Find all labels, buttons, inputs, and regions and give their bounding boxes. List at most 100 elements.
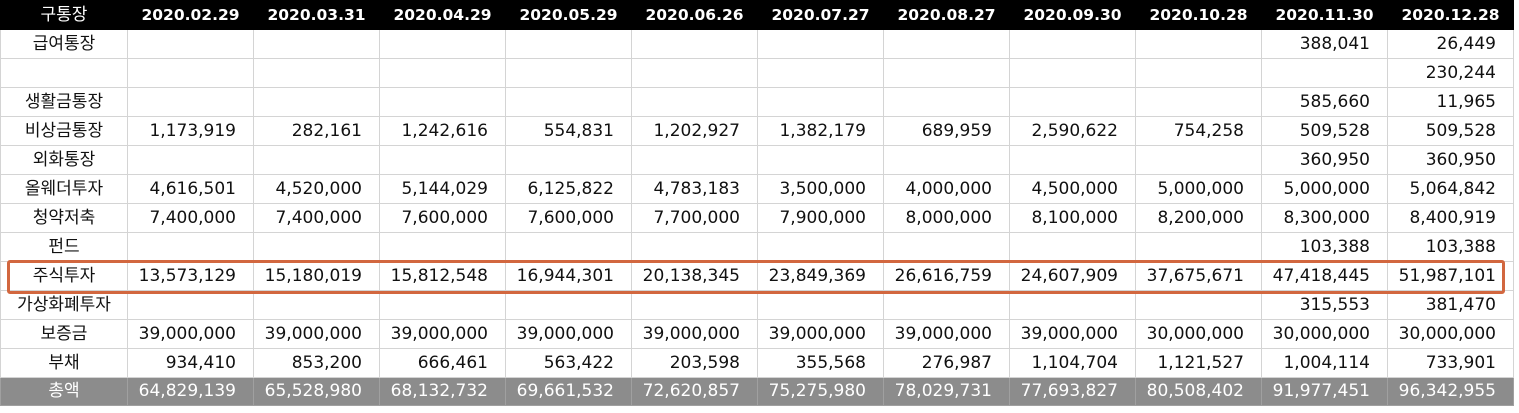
value-cell[interactable]: 72,620,857 <box>631 377 758 406</box>
value-cell[interactable]: 5,144,029 <box>379 174 506 204</box>
value-cell[interactable]: 4,520,000 <box>253 174 380 204</box>
value-cell[interactable] <box>1135 290 1262 320</box>
value-cell[interactable] <box>379 29 506 59</box>
value-cell[interactable]: 1,121,527 <box>1135 348 1262 378</box>
value-cell[interactable] <box>253 58 380 88</box>
value-cell[interactable]: 563,422 <box>505 348 632 378</box>
value-cell[interactable]: 39,000,000 <box>1009 319 1136 349</box>
value-cell[interactable] <box>757 290 884 320</box>
row-label-cell[interactable]: 청약저축 <box>0 203 128 233</box>
value-cell[interactable]: 4,783,183 <box>631 174 758 204</box>
value-cell[interactable]: 554,831 <box>505 116 632 146</box>
header-date-cell[interactable]: 2020.12.28 <box>1387 0 1514 30</box>
value-cell[interactable]: 23,849,369 <box>757 261 884 291</box>
value-cell[interactable]: 689,959 <box>883 116 1010 146</box>
value-cell[interactable]: 39,000,000 <box>757 319 884 349</box>
value-cell[interactable] <box>1009 232 1136 262</box>
value-cell[interactable]: 16,944,301 <box>505 261 632 291</box>
value-cell[interactable] <box>253 87 380 117</box>
value-cell[interactable]: 39,000,000 <box>379 319 506 349</box>
header-date-cell[interactable]: 2020.08.27 <box>883 0 1010 30</box>
row-label-cell[interactable]: 총액 <box>0 377 128 406</box>
header-date-cell[interactable]: 2020.11.30 <box>1261 0 1388 30</box>
value-cell[interactable] <box>505 232 632 262</box>
value-cell[interactable]: 8,000,000 <box>883 203 1010 233</box>
value-cell[interactable]: 7,400,000 <box>127 203 254 233</box>
value-cell[interactable]: 1,173,919 <box>127 116 254 146</box>
value-cell[interactable]: 20,138,345 <box>631 261 758 291</box>
row-label-cell[interactable]: 펀드 <box>0 232 128 262</box>
row-label-cell[interactable]: 올웨더투자 <box>0 174 128 204</box>
value-cell[interactable] <box>883 290 1010 320</box>
value-cell[interactable] <box>631 87 758 117</box>
header-date-cell[interactable]: 2020.03.31 <box>253 0 380 30</box>
value-cell[interactable]: 7,700,000 <box>631 203 758 233</box>
row-label-cell[interactable]: 보증금 <box>0 319 128 349</box>
value-cell[interactable]: 69,661,532 <box>505 377 632 406</box>
value-cell[interactable]: 2,590,622 <box>1009 116 1136 146</box>
value-cell[interactable]: 1,004,114 <box>1261 348 1388 378</box>
value-cell[interactable]: 103,388 <box>1261 232 1388 262</box>
value-cell[interactable] <box>1009 87 1136 117</box>
header-date-cell[interactable]: 2020.10.28 <box>1135 0 1262 30</box>
value-cell[interactable] <box>379 87 506 117</box>
row-label-cell[interactable] <box>0 58 128 88</box>
value-cell[interactable]: 4,616,501 <box>127 174 254 204</box>
value-cell[interactable] <box>505 290 632 320</box>
value-cell[interactable]: 39,000,000 <box>253 319 380 349</box>
value-cell[interactable]: 65,528,980 <box>253 377 380 406</box>
value-cell[interactable]: 7,400,000 <box>253 203 380 233</box>
value-cell[interactable]: 5,000,000 <box>1135 174 1262 204</box>
value-cell[interactable] <box>1135 29 1262 59</box>
value-cell[interactable]: 75,275,980 <box>757 377 884 406</box>
header-date-cell[interactable]: 2020.06.26 <box>631 0 758 30</box>
value-cell[interactable]: 1,104,704 <box>1009 348 1136 378</box>
value-cell[interactable] <box>253 232 380 262</box>
value-cell[interactable]: 68,132,732 <box>379 377 506 406</box>
value-cell[interactable]: 11,965 <box>1387 87 1514 117</box>
value-cell[interactable] <box>379 232 506 262</box>
value-cell[interactable]: 509,528 <box>1387 116 1514 146</box>
value-cell[interactable] <box>1261 58 1388 88</box>
value-cell[interactable]: 24,607,909 <box>1009 261 1136 291</box>
value-cell[interactable] <box>757 232 884 262</box>
value-cell[interactable]: 754,258 <box>1135 116 1262 146</box>
value-cell[interactable] <box>1135 58 1262 88</box>
value-cell[interactable]: 77,693,827 <box>1009 377 1136 406</box>
value-cell[interactable]: 388,041 <box>1261 29 1388 59</box>
value-cell[interactable] <box>127 290 254 320</box>
header-date-cell[interactable]: 2020.05.29 <box>505 0 632 30</box>
value-cell[interactable]: 39,000,000 <box>883 319 1010 349</box>
value-cell[interactable] <box>379 290 506 320</box>
value-cell[interactable]: 47,418,445 <box>1261 261 1388 291</box>
value-cell[interactable]: 15,812,548 <box>379 261 506 291</box>
value-cell[interactable]: 8,400,919 <box>1387 203 1514 233</box>
value-cell[interactable] <box>883 232 1010 262</box>
value-cell[interactable] <box>1135 232 1262 262</box>
value-cell[interactable]: 355,568 <box>757 348 884 378</box>
value-cell[interactable] <box>505 87 632 117</box>
value-cell[interactable]: 360,950 <box>1261 145 1388 175</box>
header-date-cell[interactable]: 2020.02.29 <box>127 0 254 30</box>
value-cell[interactable]: 203,598 <box>631 348 758 378</box>
value-cell[interactable] <box>505 145 632 175</box>
header-label-cell[interactable]: 구통장 <box>0 0 128 30</box>
value-cell[interactable]: 8,200,000 <box>1135 203 1262 233</box>
value-cell[interactable]: 3,500,000 <box>757 174 884 204</box>
value-cell[interactable] <box>883 29 1010 59</box>
value-cell[interactable] <box>1009 58 1136 88</box>
value-cell[interactable]: 585,660 <box>1261 87 1388 117</box>
value-cell[interactable]: 733,901 <box>1387 348 1514 378</box>
value-cell[interactable]: 39,000,000 <box>631 319 758 349</box>
value-cell[interactable]: 934,410 <box>127 348 254 378</box>
value-cell[interactable] <box>127 232 254 262</box>
value-cell[interactable] <box>505 58 632 88</box>
header-date-cell[interactable]: 2020.07.27 <box>757 0 884 30</box>
value-cell[interactable] <box>253 145 380 175</box>
value-cell[interactable]: 64,829,139 <box>127 377 254 406</box>
value-cell[interactable] <box>505 29 632 59</box>
value-cell[interactable]: 666,461 <box>379 348 506 378</box>
value-cell[interactable] <box>757 87 884 117</box>
value-cell[interactable]: 26,449 <box>1387 29 1514 59</box>
value-cell[interactable] <box>883 87 1010 117</box>
